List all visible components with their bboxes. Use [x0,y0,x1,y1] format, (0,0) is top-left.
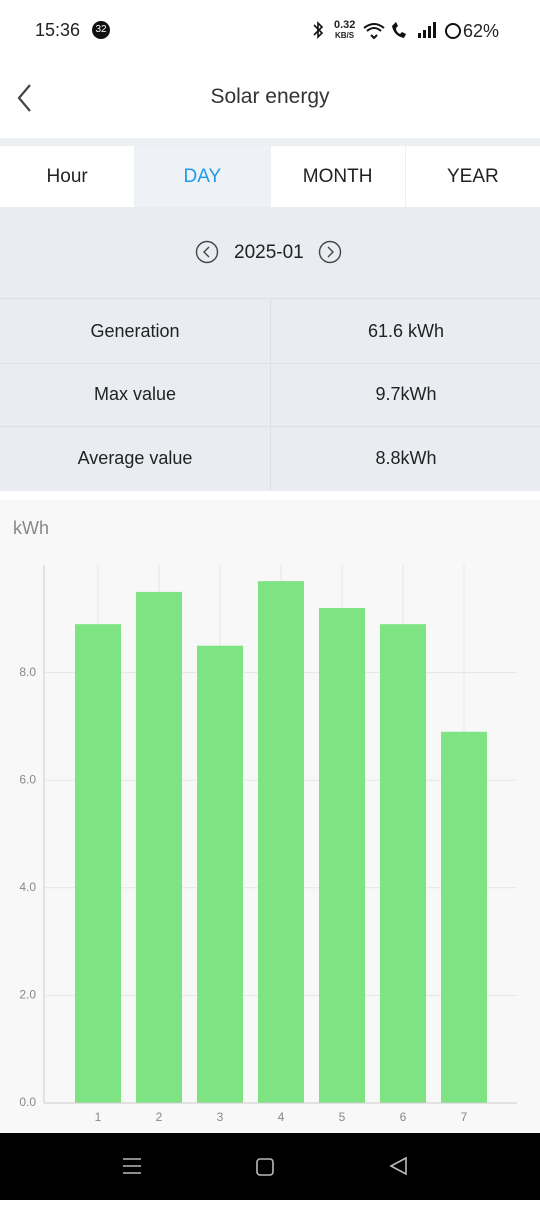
bar [197,645,243,1103]
stat-row: Generation 61.6 kWh [0,298,540,364]
y-tick-label: 0.0 [19,1095,36,1109]
tab[interactable]: YEAR [405,146,540,207]
stat-row: Max value 9.7kWh [0,362,540,427]
x-tick-label: 4 [278,1110,285,1124]
x-tick-label: 7 [461,1110,468,1124]
x-tick-label: 5 [339,1110,346,1124]
stat-label: Average value [77,447,193,468]
y-tick-label: 8.0 [19,665,36,679]
stat-value: 9.7kWh [270,362,540,426]
tab-bar: Hour DAY MONTH YEAR [0,146,540,207]
page-title: Solar energy [210,85,330,108]
separator [0,138,540,146]
nav-bar [0,1133,540,1200]
stat-row: Average value 8.8kWh [0,426,540,490]
time: 15:36 [35,20,81,40]
stat-label: Generation [90,320,180,341]
stat-label: Max value [93,383,177,404]
bar [258,581,304,1103]
status-bar: 15:36 32 0.32 KB/S 62% [0,0,540,60]
tab[interactable]: MONTH [270,146,405,207]
stat-value: 61.6 kWh [270,299,540,363]
speed: 0.32 [334,19,356,31]
bar [380,624,426,1103]
battery: 62% [463,21,500,41]
tab[interactable]: DAY [135,146,270,207]
bar [136,591,182,1103]
nav-icons [123,1156,407,1176]
bar [319,608,365,1103]
x-tick-label: 6 [400,1110,407,1124]
header: Solar energy [0,60,540,138]
prev-button[interactable] [195,240,219,264]
status-icons [313,21,461,40]
x-tick-label: 3 [217,1110,224,1124]
x-tick-label: 2 [156,1110,163,1124]
date: 2025-01 [234,242,304,263]
y-tick-label: 4.0 [19,880,36,894]
badge: 32 [92,21,110,39]
x-tick-label: 1 [95,1110,102,1124]
back-button[interactable] [14,82,38,114]
tab[interactable]: Hour [0,146,135,207]
y-axis-label: kWh [13,518,49,538]
bar [441,731,487,1103]
speed-unit: KB/S [335,31,355,40]
bar [75,624,121,1103]
stat-value: 8.8kWh [270,426,540,490]
y-tick-label: 6.0 [19,772,36,786]
next-button[interactable] [318,240,342,264]
summary: 2025-01 Generation 61.6 kWh Max value 9.7k… [0,207,540,491]
chart: kWh 0.0 2.0 4.0 6.0 8.0 1 2 3 4 5 6 7 [0,500,540,1133]
y-tick-label: 2.0 [19,988,36,1002]
